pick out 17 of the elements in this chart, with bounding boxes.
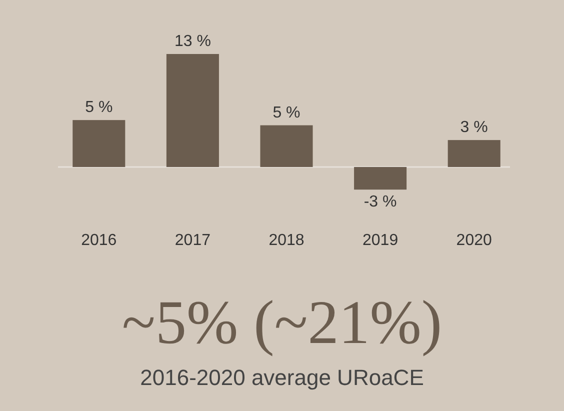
data-label: 5 % xyxy=(272,104,300,122)
bar xyxy=(354,167,407,190)
bar xyxy=(72,120,126,167)
data-label: 13 % xyxy=(174,33,211,50)
bar xyxy=(166,54,219,167)
data-label: 5 % xyxy=(85,99,113,116)
text: ~5% (~21%) xyxy=(122,289,442,357)
text: 2016-2020 average URoaCE xyxy=(140,365,424,390)
x-tick-label: 2018 xyxy=(268,232,304,249)
x-tick-label: 2016 xyxy=(81,232,117,249)
bar xyxy=(448,140,500,167)
x-tick-label: 2017 xyxy=(174,232,211,249)
x-tick-label: 2020 xyxy=(456,232,492,249)
data-label: 3 % xyxy=(460,119,488,136)
data-label: -3 % xyxy=(364,194,397,211)
x-tick-label: 2019 xyxy=(362,232,398,249)
bar xyxy=(260,125,313,167)
